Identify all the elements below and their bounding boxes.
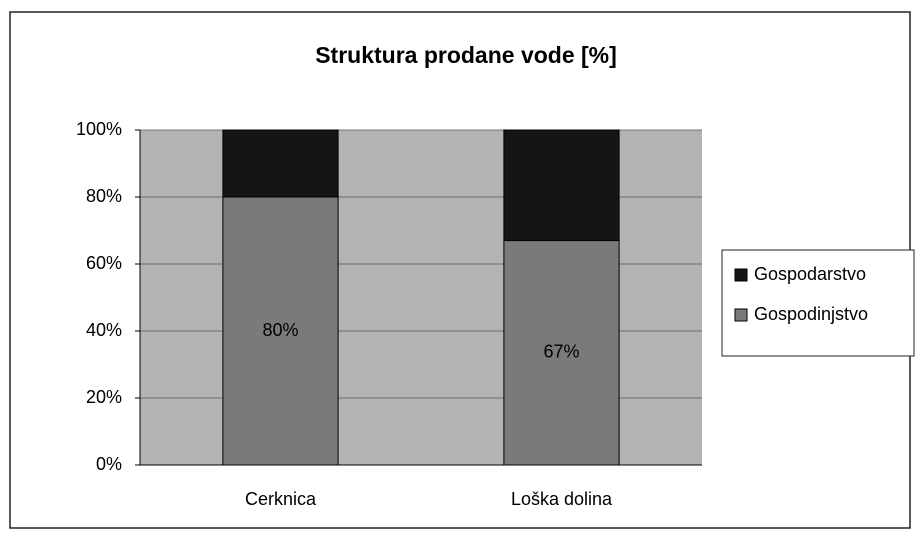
bar-segment: [222, 129, 339, 198]
data-label: 67%: [543, 342, 579, 362]
y-tick-label: 100%: [76, 119, 122, 139]
x-tick-label: Cerknica: [245, 489, 317, 509]
legend-label: Gospodinjstvo: [754, 304, 868, 324]
legend-box: [721, 249, 915, 357]
y-tick-label: 40%: [86, 320, 122, 340]
bar-segment: [222, 196, 339, 466]
bar-segment: [503, 129, 620, 242]
y-tick-label: 0%: [96, 454, 122, 474]
x-tick-label: Loška dolina: [511, 489, 613, 509]
legend-swatch: [734, 268, 748, 282]
y-tick-label: 80%: [86, 186, 122, 206]
y-tick-label: 60%: [86, 253, 122, 273]
chart-title: Struktura prodane vode [%]: [315, 42, 617, 68]
legend-swatch: [734, 308, 748, 322]
y-tick-label: 20%: [86, 387, 122, 407]
bar-segment: [503, 240, 620, 466]
data-label: 80%: [262, 320, 298, 340]
legend-label: Gospodarstvo: [754, 264, 866, 284]
